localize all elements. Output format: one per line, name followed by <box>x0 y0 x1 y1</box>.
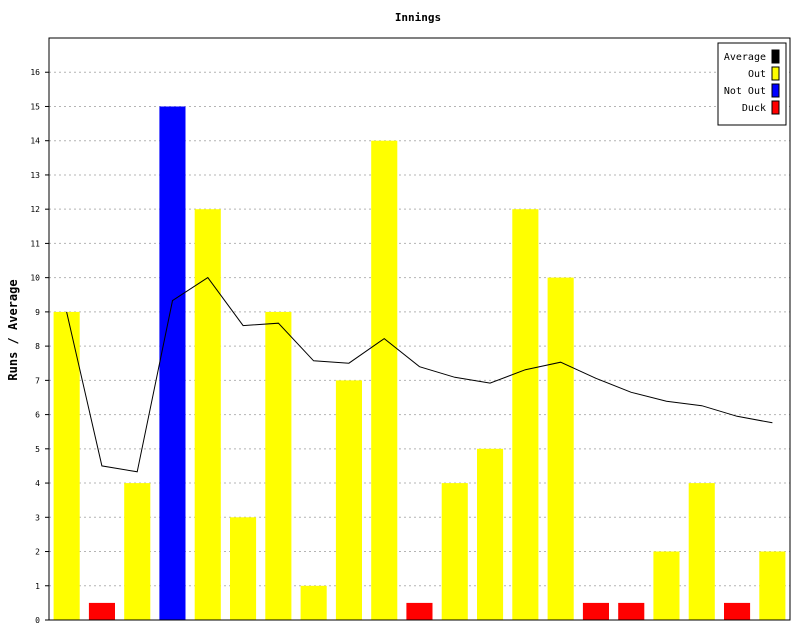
legend-label-not-out: Not Out <box>724 86 766 97</box>
bar-innings-17 <box>618 602 645 620</box>
average-line <box>66 276 773 473</box>
y-tick-label: 0 <box>35 616 40 625</box>
bar-innings-8 <box>300 585 327 620</box>
y-tick-label: 15 <box>30 102 40 111</box>
y-tick-label: 11 <box>30 239 40 248</box>
legend-swatch-average <box>771 49 780 64</box>
bar-innings-20 <box>724 602 751 620</box>
bar-innings-6 <box>230 517 257 620</box>
bar-innings-21 <box>759 551 786 620</box>
gridlines <box>49 71 790 587</box>
legend-label-out: Out <box>748 69 766 80</box>
y-tick-label: 14 <box>30 137 40 146</box>
bar-innings-13 <box>477 448 504 620</box>
bar-innings-4 <box>159 106 186 620</box>
average-line-series <box>66 276 773 473</box>
y-tick-label: 4 <box>35 479 40 488</box>
legend-label-average: Average <box>724 52 766 63</box>
bar-innings-1 <box>53 311 80 620</box>
chart-title: Innings <box>395 11 441 24</box>
bar-innings-16 <box>582 602 609 620</box>
y-tick-label: 13 <box>30 171 40 180</box>
y-tick-label: 10 <box>30 274 40 283</box>
legend-swatch-not-out <box>771 83 780 98</box>
bar-innings-9 <box>335 380 362 620</box>
bar-series <box>53 106 786 620</box>
y-tick-label: 8 <box>35 342 40 351</box>
bar-innings-3 <box>124 483 151 620</box>
legend-swatch-out <box>771 66 780 81</box>
y-tick-label: 2 <box>35 548 40 557</box>
y-tick-label: 6 <box>35 411 40 420</box>
bar-innings-10 <box>371 140 398 620</box>
bar-innings-14 <box>512 209 539 620</box>
y-tick-label: 16 <box>30 68 40 77</box>
legend: Average Out Not Out Duck <box>717 42 787 126</box>
y-tick-label: 1 <box>35 582 40 591</box>
bar-innings-15 <box>547 277 574 620</box>
bar-innings-19 <box>688 483 715 620</box>
y-axis-label: Runs / Average <box>6 279 20 380</box>
y-tick-label: 12 <box>30 205 40 214</box>
plot-frame <box>48 37 791 621</box>
y-tick-label: 5 <box>35 445 40 454</box>
legend-label-duck: Duck <box>742 103 766 114</box>
bar-innings-2 <box>88 602 115 620</box>
bar-innings-7 <box>265 311 292 620</box>
y-tick-label: 9 <box>35 308 40 317</box>
legend-swatch-duck <box>771 100 780 115</box>
bar-innings-18 <box>653 551 680 620</box>
y-tick-label: 7 <box>35 376 40 385</box>
bar-innings-12 <box>441 483 468 620</box>
bar-innings-5 <box>194 209 221 620</box>
y-tick-label: 3 <box>35 513 40 522</box>
bar-innings-11 <box>406 602 433 620</box>
